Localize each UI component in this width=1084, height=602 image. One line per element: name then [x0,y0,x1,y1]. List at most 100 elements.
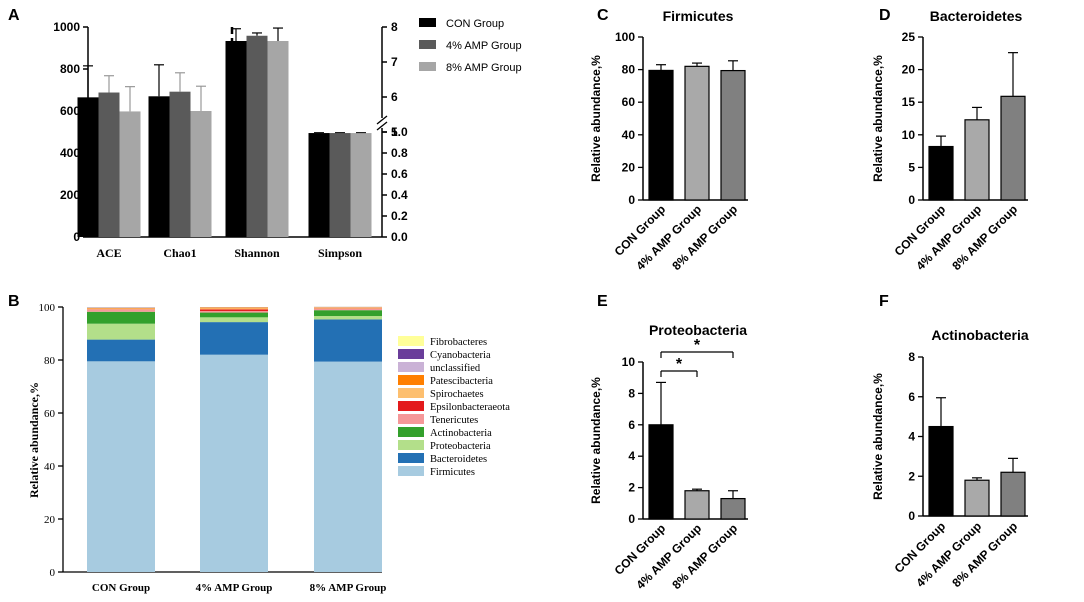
panel-a-left-tick-label: 0 [73,230,80,244]
panel-e-bar [684,490,710,520]
panel-b-stack-segment [87,308,155,309]
panel-a-right-tick-label: 0.0 [391,230,408,244]
panel-b-stack-segment [314,310,382,317]
panel-b-legend-swatch [398,414,424,424]
panel-a-left-tick-label: 1000 [53,20,80,34]
panel-c-tick-label: 0 [628,193,635,207]
panel-a-category-label: Shannon [234,246,280,260]
panel-b-stack-segment [87,308,155,310]
panel-a-bar [225,132,247,237]
panel-b-legend-swatch [398,336,424,346]
panel-a-right-tick-label: 0.6 [391,167,408,181]
panel-a-bar [225,41,247,132]
panel-b-legend-swatch [398,453,424,463]
panel-a-axis-break-mark [376,115,388,125]
panel-d-bar [928,145,954,201]
panel-f-tick-label: 2 [908,469,915,483]
panel-b-category-label: CON Group [92,582,150,594]
panel-f-y-label: Relative abundance,% [871,373,885,500]
panel-b-stack-segment [87,307,155,309]
panel-e-tick-label: 0 [628,512,635,526]
panel-c-category-label: 8% AMP Group [669,202,740,273]
panel-d-tick-label: 5 [908,160,915,174]
panel-a-left-tick-label: 800 [60,62,80,76]
panel-b-stack-segment [200,307,268,309]
panel-d-tick-label: 15 [902,95,916,109]
panel-d-tick-label: 25 [902,30,916,44]
panel-c-tick-label: 80 [622,63,636,77]
panel-e-bar [720,497,746,520]
panel-b-legend-swatch [398,401,424,411]
panel-a-left-tick-label: 600 [60,104,80,118]
panel-f-title: Actinobacteria [931,327,1028,343]
panel-a-legend-swatch [419,18,436,27]
panel-a-bar [246,132,268,237]
panel-b-legend-label: Actinobacteria [430,428,492,439]
panel-e-y-label: Relative abundance,% [589,377,603,504]
panel-a-category-label: ACE [96,246,121,260]
panel-f-bar [964,479,990,517]
panel-a-bar [148,96,170,237]
panel-e-title: Proteobacteria [649,322,747,338]
panel-b-legend-label: Patescibacteria [430,376,493,387]
panel-a-bar [190,111,212,237]
panel-b-legend-swatch [398,427,424,437]
panel-a-legend-swatch [419,40,436,49]
panel-label-d: D [879,7,891,24]
panel-d-tick-label: 20 [902,63,916,77]
panel-a-bar [267,41,289,132]
panel-a-right-tick-label: 0.8 [391,146,408,160]
panel-b-stack-segment [314,316,382,320]
panel-b-legend-swatch [398,375,424,385]
panel-a-right-tick-label: 6 [391,90,398,104]
panel-b-legend-swatch [398,349,424,359]
panel-b-stack-segment [200,310,268,313]
panel-b-stack-segment [200,354,268,572]
panel-b-tick-label: 100 [39,302,56,314]
panel-b-legend-label: Epsilonbacteraeota [430,402,510,413]
panel-b-legend-label: unclassified [430,363,481,374]
panel-a-bar [98,92,120,238]
panel-a-left-tick-label: 400 [60,146,80,160]
panel-b-stack-segment [200,322,268,355]
panel-d-title: Bacteroidetes [930,8,1023,24]
panel-b-stack-segment [314,307,382,308]
panel-b-stack-segment [87,323,155,340]
panel-a-bar [350,133,372,237]
panel-b-tick-label: 80 [44,355,56,367]
panel-b-category-label: 4% AMP Group [196,582,273,594]
panel-e-tick-label: 10 [622,355,636,369]
panel-b-legend-swatch [398,388,424,398]
panel-a-right-tick-label: 1.0 [391,125,408,139]
panel-a-right-tick-label: 5 [391,125,398,139]
panel-a-bar [308,133,330,237]
panel-b-stack-segment [314,307,382,309]
panel-e-tick-label: 8 [628,386,635,400]
panel-c-bar [684,65,710,201]
panel-f-bar [1000,471,1026,517]
panel-c-bar [648,69,674,201]
panel-a-bar [267,132,289,237]
panel-d-category-label: 8% AMP Group [949,202,1020,273]
panel-e-tick-label: 4 [628,449,635,463]
panel-a-bar [246,35,268,132]
panel-a-axis-break-gap [378,118,388,128]
panel-f-tick-label: 6 [908,390,915,404]
panel-a-right-tick-label: 0.4 [391,188,408,202]
panel-b-stack-segment [200,308,268,310]
panel-c-y-label: Relative abundance,% [589,55,603,182]
panel-f-tick-label: 4 [908,430,915,444]
panel-b-tick-label: 40 [44,461,56,473]
panel-a-axis-break-mark [376,121,388,131]
panel-b-y-label: Relative abundance,% [27,382,41,498]
panel-a-legend-label: CON Group [446,18,504,30]
panel-b-stack-segment [87,309,155,312]
panel-b-legend-label: Spirochaetes [430,389,484,400]
panel-b-stack-segment [200,317,268,323]
panel-a-right-tick-label: 7 [391,55,398,69]
panel-b-legend-label: Tenericutes [430,415,478,426]
panel-f-tick-label: 0 [908,509,915,523]
panel-a-legend-swatch [419,62,436,71]
panel-d-tick-label: 0 [908,193,915,207]
